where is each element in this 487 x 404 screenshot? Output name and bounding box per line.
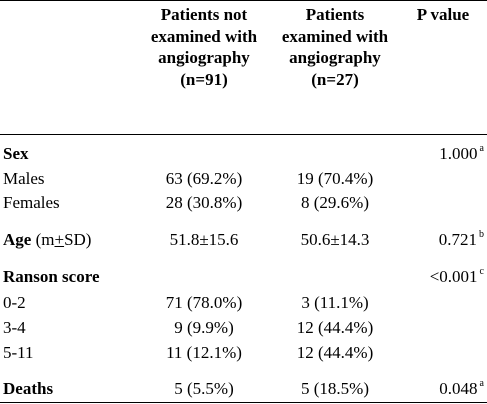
ranson-0-2-examined: 3 (11.1%) bbox=[301, 293, 369, 312]
females-examined: 8 (29.6%) bbox=[301, 193, 369, 212]
deaths-not-examined: 5 (5.5%) bbox=[174, 379, 234, 398]
ranson-p-value: <0.001 c bbox=[400, 266, 484, 291]
age-label-m: (m bbox=[35, 230, 55, 249]
row-label-sex: Sex bbox=[3, 144, 29, 163]
deaths-examined: 5 (18.5%) bbox=[301, 379, 369, 398]
age-label-sd: SD) bbox=[64, 230, 92, 249]
header-p-value: P value bbox=[416, 5, 470, 24]
age-p-footnote: b bbox=[479, 229, 484, 240]
row-label-age: Age (m+SD) bbox=[3, 229, 91, 251]
males-examined: 19 (70.4%) bbox=[296, 169, 374, 188]
ranson-p-text: <0.001 bbox=[429, 267, 478, 286]
row-label-ranson: Ranson score bbox=[3, 267, 100, 286]
top-rule bbox=[0, 0, 487, 1]
ranson-5-11-examined: 12 (44.4%) bbox=[296, 343, 374, 362]
ranson-5-11-not-examined: 11 (12.1%) bbox=[166, 343, 242, 362]
row-label-females: Females bbox=[3, 193, 60, 212]
age-label-pm: + bbox=[54, 230, 65, 249]
header-examined: Patients examined with angiography (n=27… bbox=[281, 5, 389, 89]
females-not-examined: 28 (30.8%) bbox=[165, 193, 243, 212]
ranson-0-2-not-examined: 71 (78.0%) bbox=[165, 293, 243, 312]
deaths-p-footnote: a bbox=[479, 378, 484, 389]
row-label-males: Males bbox=[3, 169, 45, 188]
deaths-p-value: 0.048 a bbox=[400, 378, 484, 403]
ranson-p-footnote: c bbox=[479, 266, 484, 277]
age-not-examined: 51.8±15.6 bbox=[169, 230, 239, 249]
age-examined: 50.6±14.3 bbox=[300, 230, 370, 249]
row-label-ranson-0-2: 0-2 bbox=[3, 293, 26, 312]
sex-p-footnote: a bbox=[479, 143, 484, 154]
header-not-examined: Patients not examined with angiography (… bbox=[150, 5, 258, 89]
age-p-value: 0.721 b bbox=[400, 229, 484, 254]
header-rule bbox=[0, 134, 487, 135]
age-p-text: 0.721 bbox=[438, 230, 477, 249]
ranson-3-4-not-examined: 9 (9.9%) bbox=[174, 318, 234, 337]
bottom-rule bbox=[0, 402, 487, 403]
deaths-p-text: 0.048 bbox=[439, 379, 478, 398]
row-label-ranson-5-11: 5-11 bbox=[3, 343, 34, 362]
sex-p-text: 1.000 bbox=[439, 144, 478, 163]
sex-p-value: 1.000 a bbox=[400, 143, 484, 168]
males-not-examined: 63 (69.2%) bbox=[165, 169, 243, 188]
ranson-3-4-examined: 12 (44.4%) bbox=[296, 318, 374, 337]
age-label-bold: Age bbox=[3, 230, 32, 249]
row-label-deaths: Deaths bbox=[3, 379, 54, 398]
row-label-ranson-3-4: 3-4 bbox=[3, 318, 26, 337]
